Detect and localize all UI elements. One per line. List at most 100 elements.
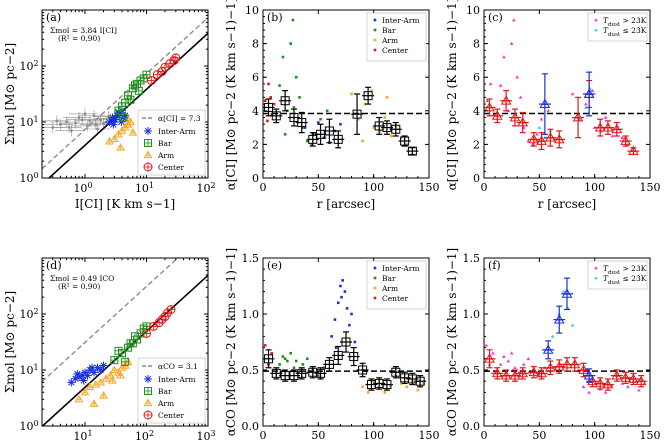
x-tick-label: 150 <box>419 429 440 440</box>
square-cross <box>334 135 343 144</box>
point-mark <box>400 382 403 385</box>
point-mark <box>325 109 329 113</box>
legend-label: Arm <box>157 399 174 408</box>
circle-cross <box>142 329 151 338</box>
point-mark <box>509 41 514 45</box>
square-cross <box>144 139 152 147</box>
legend-d: αCO = 3.1 Inter-Arm Bar Arm Center <box>137 357 206 424</box>
legend-label: Tdust ≤ 23K <box>603 26 647 38</box>
y-tick-label: 2 <box>252 138 259 151</box>
square-cross <box>142 322 150 330</box>
square-cross <box>349 352 358 361</box>
point-mark <box>330 335 333 338</box>
y-axis-label: α[CI] [M⊙ pc−2 (K km s−1)−1] <box>224 0 238 190</box>
point-mark <box>310 143 313 146</box>
legend-box <box>587 12 648 42</box>
point-mark <box>603 115 608 119</box>
point-mark <box>620 135 625 139</box>
square-cross <box>289 113 298 122</box>
point-mark <box>372 126 375 129</box>
point-mark <box>509 351 514 355</box>
x-tick-label: 100 <box>363 181 384 194</box>
legend-label: Center <box>382 46 408 55</box>
panel-label: (a) <box>46 11 61 24</box>
point-mark <box>373 38 377 42</box>
point-mark <box>343 290 347 293</box>
square-cross <box>281 371 290 380</box>
triangle-mark <box>123 357 133 365</box>
fit-annotation-a: Σmol = 3.84 I[CI](R² = 0.90) <box>50 26 117 43</box>
legend-label: Center <box>158 411 184 420</box>
reference-line <box>42 17 208 170</box>
triangle-cross <box>556 363 563 371</box>
point-mark <box>334 346 338 349</box>
panel-label: (b) <box>267 11 283 24</box>
point-mark <box>518 95 523 99</box>
square-cross <box>358 366 367 374</box>
point-mark <box>345 307 349 310</box>
triangle-cross <box>545 346 552 354</box>
legend-label: Center <box>158 163 184 172</box>
point-mark <box>356 117 360 121</box>
point-mark <box>522 362 526 366</box>
circle-cross <box>149 322 158 331</box>
fit-equation: Σmol = 0.49 ICO <box>50 274 114 283</box>
plot-area-a <box>42 17 208 178</box>
point-mark <box>561 289 566 293</box>
point-mark <box>550 334 555 338</box>
point-mark <box>512 18 516 22</box>
triangle-cross <box>108 372 113 379</box>
legend-label: Arm <box>381 36 398 45</box>
square-cross <box>114 347 122 355</box>
gray-point <box>77 116 81 119</box>
gray-point <box>80 118 84 122</box>
legend-label: Tdust > 23K <box>603 264 647 276</box>
triangle-cross <box>145 400 151 406</box>
triangle-cross <box>486 104 493 111</box>
square-cross <box>264 103 273 112</box>
triangle-cross <box>111 367 117 373</box>
panel-label: (d) <box>46 259 62 272</box>
legend-label: Inter-Arm <box>382 264 419 273</box>
point-mark <box>333 318 337 321</box>
point-mark <box>383 391 387 394</box>
point-mark <box>366 391 370 394</box>
point-mark <box>584 102 588 106</box>
point-mark <box>340 295 343 299</box>
point-mark <box>373 48 377 52</box>
plot-area-c <box>484 18 650 156</box>
triangle-cross <box>511 372 519 379</box>
point-mark <box>305 357 309 361</box>
y-tick-label: 101 <box>19 115 38 130</box>
point-mark <box>498 83 503 87</box>
point-mark <box>348 323 351 327</box>
point-mark <box>317 374 320 377</box>
square-cross <box>367 380 376 389</box>
point-mark <box>515 75 519 79</box>
y-tick-label: 4 <box>473 105 480 118</box>
axes-b: 0 50 100 150 0 2 4 6 8 10 (b) r [arcsec] α[CI] [M⊙ p… <box>224 0 440 211</box>
gray-point <box>65 120 68 124</box>
point-mark <box>292 366 296 370</box>
circle-cross <box>147 76 156 85</box>
square-cross <box>142 71 150 79</box>
square-cross <box>316 369 325 378</box>
point-mark <box>301 363 305 366</box>
triangle-cross <box>530 136 537 143</box>
point-mark <box>292 106 296 109</box>
triangle-cross <box>494 370 501 377</box>
gray-point <box>83 112 87 116</box>
y-tick-label: 100 <box>19 419 38 434</box>
point-mark <box>526 357 531 361</box>
x-tick-label: 101 <box>135 181 154 196</box>
y-axis-label: αCO [M⊙ pc−2 (K km s−1)−1] <box>445 248 459 437</box>
point-mark <box>341 279 344 282</box>
triangle-cross <box>76 396 82 402</box>
square-cross <box>297 118 306 127</box>
triangle-cross <box>519 370 526 377</box>
square-cross <box>325 360 334 369</box>
square-cross <box>416 377 425 386</box>
y-tick-label: 1.5 <box>242 252 260 265</box>
